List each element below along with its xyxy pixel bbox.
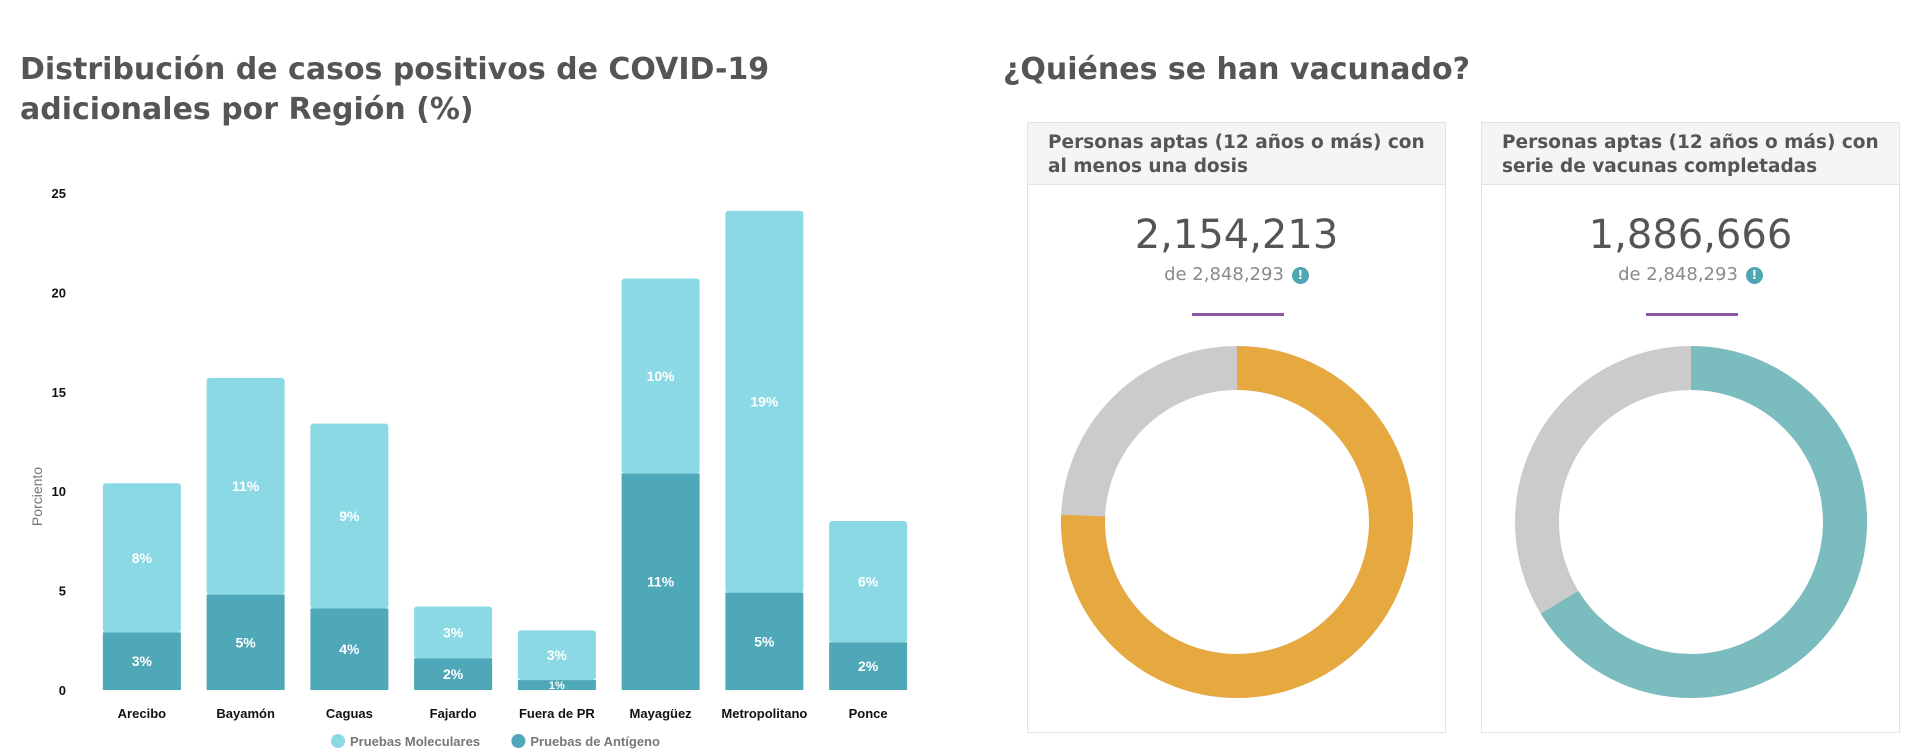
y-axis-label: Porciento <box>29 467 45 526</box>
info-icon[interactable]: ! <box>1745 267 1763 284</box>
y-tick-label: 10 <box>52 484 66 499</box>
bar-segment <box>414 606 493 659</box>
donut-progress-arc <box>1061 346 1413 698</box>
card-header: Personas aptas (12 años o más) con al me… <box>1028 123 1445 185</box>
vaccinated-count: 1,886,666 <box>1588 212 1793 258</box>
x-tick-label: Caguas <box>326 706 373 721</box>
data-label: 8% <box>132 550 153 566</box>
data-label: 6% <box>858 574 879 590</box>
x-tick-label: Bayamón <box>216 706 275 721</box>
vaccination-section-title: ¿Quiénes se han vacunado? <box>1003 52 1470 87</box>
vaccinated-count: 2,154,213 <box>1134 212 1339 258</box>
data-label: 2% <box>443 666 464 682</box>
bar-segment <box>829 642 908 690</box>
bar-segment <box>310 423 389 609</box>
bar-segment <box>621 473 700 690</box>
bar-segment <box>829 521 908 643</box>
data-label: 3% <box>547 647 568 663</box>
x-tick-label: Mayagüez <box>630 706 693 721</box>
donut-progress-arc <box>1515 346 1867 698</box>
donut-chart-complete-series <box>1515 346 1867 698</box>
data-label: 11% <box>232 478 260 494</box>
bar-segment <box>206 377 285 595</box>
y-tick-label: 0 <box>59 683 66 698</box>
vaccine-card-one-dose: Personas aptas (12 años o más) con al me… <box>1027 122 1446 733</box>
bar-segment <box>102 483 181 633</box>
accent-divider <box>1192 313 1284 316</box>
legend-swatch <box>511 734 526 748</box>
card-header: Personas aptas (12 años o más) con serie… <box>1482 123 1899 185</box>
data-label: 9% <box>339 508 360 524</box>
data-label: 3% <box>443 624 464 640</box>
x-tick-label: Metropolitano <box>721 706 807 721</box>
data-label: 10% <box>647 368 676 384</box>
data-label: 4% <box>339 641 360 657</box>
eligible-total-text: de 2,848,293 <box>1618 264 1738 285</box>
data-label: 11% <box>647 574 675 590</box>
x-tick-label: Arecibo <box>118 706 166 721</box>
eligible-total-text: de 2,848,293 <box>1164 264 1284 285</box>
stacked-bar-chart: 0 5 10 15 20 25 Porciento 3% 8% Arecibo 5% 11% Bayam… <box>29 186 908 749</box>
x-tick-label: Fajardo <box>430 706 477 721</box>
y-tick-label: 15 <box>52 385 66 400</box>
data-label: 1% <box>549 680 565 692</box>
info-icon[interactable]: ! <box>1291 267 1309 284</box>
y-tick-label: 5 <box>59 584 66 599</box>
y-tick-label: 20 <box>52 285 66 300</box>
bar-segment <box>310 608 389 690</box>
data-label: 2% <box>858 658 879 674</box>
bar-segment <box>102 632 181 690</box>
legend-label: Pruebas Moleculares <box>350 734 480 749</box>
bar-segment <box>517 680 596 690</box>
vaccine-card-complete-series: Personas aptas (12 años o más) con serie… <box>1481 122 1900 733</box>
y-tick-label: 25 <box>52 186 66 201</box>
legend-swatch <box>331 734 345 748</box>
accent-divider <box>1646 313 1738 316</box>
bar-segment <box>206 594 285 690</box>
data-label: 19% <box>750 394 779 410</box>
bar-segment <box>621 278 700 474</box>
x-tick-label: Ponce <box>849 706 888 721</box>
bar-segment <box>725 592 804 690</box>
bar-segment <box>517 630 596 681</box>
data-label: 5% <box>236 634 257 650</box>
data-label: 3% <box>132 653 153 669</box>
donut-chart-one-dose <box>1061 346 1413 698</box>
bar-segment <box>414 658 493 690</box>
chart-title: Distribución de casos positivos de COVID… <box>20 52 770 127</box>
bar-segment <box>725 210 804 593</box>
legend-label: Pruebas de Antígeno <box>530 734 660 749</box>
data-label: 5% <box>754 633 775 649</box>
x-tick-label: Fuera de PR <box>519 706 595 721</box>
eligible-total: de 2,848,293! <box>1482 263 1899 287</box>
eligible-total: de 2,848,293! <box>1028 263 1445 287</box>
